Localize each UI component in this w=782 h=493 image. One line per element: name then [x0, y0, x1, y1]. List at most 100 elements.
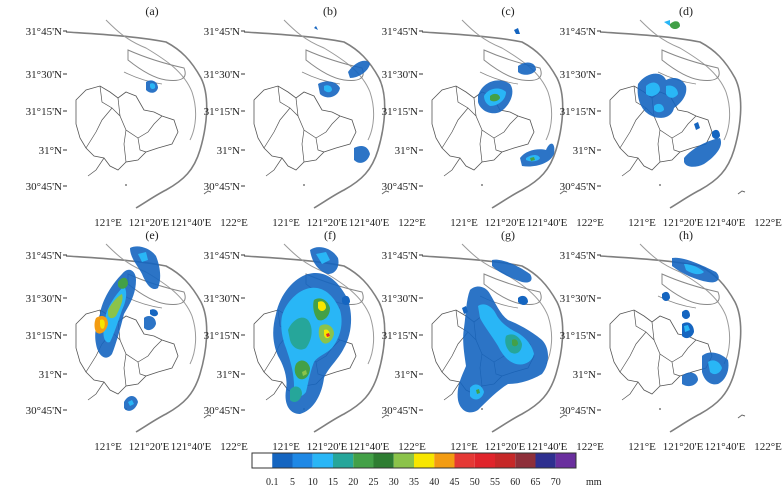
lon-tick-label: 121°40'E: [349, 217, 390, 229]
panel-label-h: (h): [679, 228, 693, 242]
lon-tick-label: 121°20'E: [307, 217, 348, 229]
lon-tick-label: 121°20'E: [307, 441, 348, 453]
colorbar-tick-label: 35: [409, 477, 419, 488]
lat-tick-label: 30°45'N: [382, 181, 418, 193]
lat-tick-label: 31°N: [395, 145, 418, 157]
colorbar-swatch: [414, 453, 435, 468]
lon-tick-label: 121°20'E: [129, 217, 170, 229]
lon-tick-label: 121°40'E: [171, 441, 212, 453]
lon-tick-label: 121°20'E: [663, 441, 704, 453]
lat-tick-label: 30°45'N: [204, 405, 240, 417]
panel-d: [599, 19, 746, 209]
panel-f: [243, 243, 390, 433]
lat-tick-label: 31°15'N: [204, 106, 240, 118]
lon-tick-label: 121°40'E: [527, 441, 568, 453]
colorbar-swatch: [393, 453, 414, 468]
lon-tick-label: 121°E: [450, 217, 478, 229]
lon-tick-label: 121°40'E: [171, 217, 212, 229]
lat-tick-label: 31°15'N: [560, 330, 596, 342]
lat-tick-label: 31°N: [573, 145, 596, 157]
colorbar-swatch: [515, 453, 536, 468]
lat-tick-label: 31°30'N: [382, 293, 418, 305]
lon-tick-label: 122°E: [398, 441, 426, 453]
lat-tick-label: 31°30'N: [26, 69, 62, 81]
lat-tick-label: 31°45'N: [382, 26, 418, 38]
lat-tick-label: 31°30'N: [204, 69, 240, 81]
panel-label-c: (c): [501, 4, 514, 18]
lat-tick-label: 31°15'N: [382, 330, 418, 342]
lat-tick-label: 31°45'N: [26, 26, 62, 38]
lat-tick-label: 31°N: [217, 145, 240, 157]
lat-tick-label: 31°45'N: [204, 250, 240, 262]
panel-c: [421, 19, 568, 209]
colorbar-tick-label: 0.1: [266, 477, 279, 488]
colorbar-swatch: [252, 453, 273, 468]
colorbar-tick-label: 30: [389, 477, 399, 488]
panel-label-f: (f): [324, 228, 336, 242]
lon-tick-label: 121°E: [628, 441, 656, 453]
lon-tick-label: 121°E: [94, 441, 122, 453]
lon-tick-label: 121°E: [272, 441, 300, 453]
lon-tick-label: 122°E: [754, 217, 782, 229]
lat-tick-label: 31°30'N: [204, 293, 240, 305]
colorbar-tick-label: 45: [450, 477, 460, 488]
colorbar-swatch: [555, 453, 576, 468]
panel-label-d: (d): [679, 4, 693, 18]
colorbar-swatch: [353, 453, 374, 468]
lat-tick-label: 31°N: [217, 369, 240, 381]
lat-tick-label: 31°45'N: [560, 26, 596, 38]
colorbar-tick-label: 25: [369, 477, 379, 488]
lat-tick-label: 31°45'N: [26, 250, 62, 262]
lat-tick-label: 31°15'N: [26, 106, 62, 118]
lon-tick-label: 121°40'E: [705, 217, 746, 229]
colorbar-tick-label: 40: [429, 477, 439, 488]
colorbar-swatch: [333, 453, 354, 468]
colorbar-tick-label: 50: [470, 477, 480, 488]
lon-tick-label: 121°20'E: [485, 217, 526, 229]
colorbar-tick-label: 70: [551, 477, 561, 488]
lat-tick-label: 31°30'N: [382, 69, 418, 81]
colorbar-tick-label: 10: [308, 477, 318, 488]
lon-tick-label: 121°E: [628, 217, 656, 229]
colorbar-swatch: [272, 453, 293, 468]
colorbar-tick-label: 20: [348, 477, 358, 488]
lat-tick-label: 31°15'N: [204, 330, 240, 342]
colorbar-tick-label: 60: [510, 477, 520, 488]
colorbar-swatch: [434, 453, 455, 468]
lat-tick-label: 30°45'N: [204, 181, 240, 193]
lon-tick-label: 122°E: [220, 217, 248, 229]
panel-label-g: (g): [501, 228, 515, 242]
colorbar-tick-label: 55: [490, 477, 500, 488]
lon-tick-label: 122°E: [220, 441, 248, 453]
lat-tick-label: 31°15'N: [382, 106, 418, 118]
colorbar-swatch: [312, 453, 333, 468]
lat-tick-label: 31°45'N: [204, 26, 240, 38]
lon-tick-label: 121°20'E: [663, 217, 704, 229]
lon-tick-label: 121°E: [272, 217, 300, 229]
lon-tick-label: 121°40'E: [705, 441, 746, 453]
lat-tick-label: 30°45'N: [26, 181, 62, 193]
panel-label-b: (b): [323, 4, 337, 18]
lat-tick-label: 31°30'N: [26, 293, 62, 305]
lon-tick-label: 122°E: [754, 441, 782, 453]
colorbar-tick-label: 15: [328, 477, 338, 488]
panel-a: [65, 19, 212, 209]
lon-tick-label: 121°E: [94, 217, 122, 229]
panel-e: [65, 243, 212, 433]
colorbar-swatch: [535, 453, 556, 468]
lat-tick-label: 30°45'N: [26, 405, 62, 417]
lon-tick-label: 121°40'E: [527, 217, 568, 229]
lon-tick-label: 122°E: [576, 217, 604, 229]
lon-tick-label: 121°20'E: [129, 441, 170, 453]
lon-tick-label: 122°E: [398, 217, 426, 229]
panel-label-e: (e): [145, 228, 158, 242]
lon-tick-label: 121°40'E: [349, 441, 390, 453]
lat-tick-label: 31°N: [39, 369, 62, 381]
lon-tick-label: 122°E: [576, 441, 604, 453]
colorbar-swatch: [474, 453, 495, 468]
colorbar-swatch: [373, 453, 394, 468]
lon-tick-label: 121°20'E: [485, 441, 526, 453]
lat-tick-label: 31°N: [39, 145, 62, 157]
lat-tick-label: 31°45'N: [382, 250, 418, 262]
